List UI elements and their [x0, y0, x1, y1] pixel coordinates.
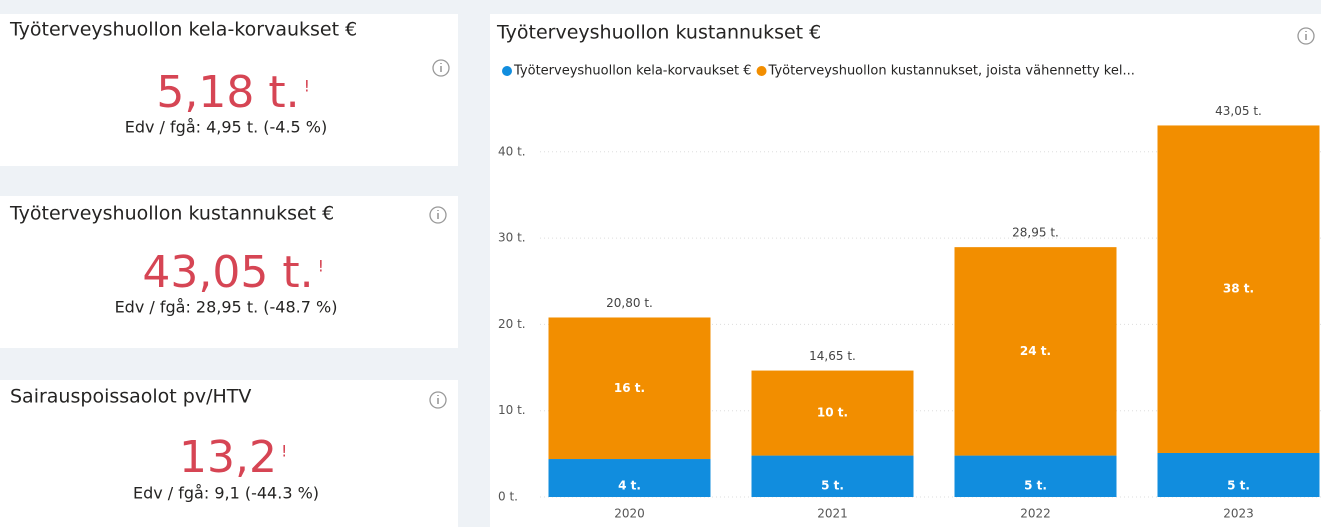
- card-title: Työterveyshuollon kustannukset €: [9, 203, 334, 225]
- x-tick-label: 2022: [1020, 507, 1051, 521]
- alert-mark: !: [304, 77, 310, 96]
- card-title: Sairauspoissaolot pv/HTV: [10, 386, 251, 408]
- data-label: 5 t.: [1024, 479, 1047, 493]
- card: [0, 196, 458, 348]
- data-label: 5 t.: [1227, 479, 1250, 493]
- comparison: Edv / fgå: 9,1 (-44.3 %): [133, 484, 319, 503]
- legend-swatch: [502, 66, 512, 76]
- data-label: 10 t.: [817, 406, 848, 420]
- x-tick-label: 2020: [614, 507, 645, 521]
- alert-mark: !: [281, 442, 287, 461]
- bar-segment: [1157, 452, 1320, 497]
- card: [0, 380, 458, 527]
- info-icon[interactable]: [432, 59, 450, 77]
- y-tick-label: 10 t.: [498, 403, 526, 417]
- legend-label: Työterveyshuollon kustannukset, joista v…: [768, 64, 1135, 79]
- bar-segment: [1157, 125, 1320, 453]
- comparison: Edv / fgå: 4,95 t. (-4.5 %): [125, 118, 328, 137]
- alert-mark: !: [318, 257, 324, 276]
- data-label: 5 t.: [821, 479, 844, 493]
- y-tick-label: 40 t.: [498, 144, 526, 158]
- bar-segment: [548, 459, 711, 497]
- kpi-value: 13,2: [179, 432, 277, 483]
- comparison: Edv / fgå: 28,95 t. (-48.7 %): [115, 298, 338, 317]
- bar-segment: [751, 455, 914, 497]
- bar-segment: [954, 455, 1117, 497]
- y-tick-label: 20 t.: [498, 317, 526, 331]
- card-title: Työterveyshuollon kela-korvaukset €: [9, 19, 357, 41]
- data-label: 4 t.: [618, 479, 641, 493]
- card: [0, 14, 458, 166]
- info-icon[interactable]: [429, 391, 447, 409]
- x-tick-label: 2023: [1223, 507, 1254, 521]
- bar-segment: [548, 317, 711, 460]
- y-tick-label: 0 t.: [498, 490, 518, 504]
- bar-segment: [751, 370, 914, 456]
- y-tick-label: 30 t.: [498, 231, 526, 245]
- total-label: 20,80 t.: [606, 296, 653, 310]
- kpi-value: 43,05 t.: [142, 247, 313, 298]
- info-icon[interactable]: [429, 206, 447, 224]
- data-label: 16 t.: [614, 381, 645, 395]
- info-icon[interactable]: [1297, 27, 1315, 45]
- total-label: 28,95 t.: [1012, 226, 1059, 240]
- chart-title: Työterveyshuollon kustannukset €: [496, 22, 821, 44]
- kpi-value: 5,18 t.: [156, 67, 299, 118]
- x-tick-label: 2021: [817, 507, 848, 521]
- bar-segment: [954, 247, 1117, 456]
- legend-swatch: [756, 66, 767, 76]
- total-label: 43,05 t.: [1215, 104, 1262, 118]
- legend-label: Työterveyshuollon kela-korvaukset €: [513, 64, 752, 79]
- total-label: 14,65 t.: [809, 349, 856, 363]
- data-label: 24 t.: [1020, 344, 1051, 358]
- data-label: 38 t.: [1223, 282, 1254, 296]
